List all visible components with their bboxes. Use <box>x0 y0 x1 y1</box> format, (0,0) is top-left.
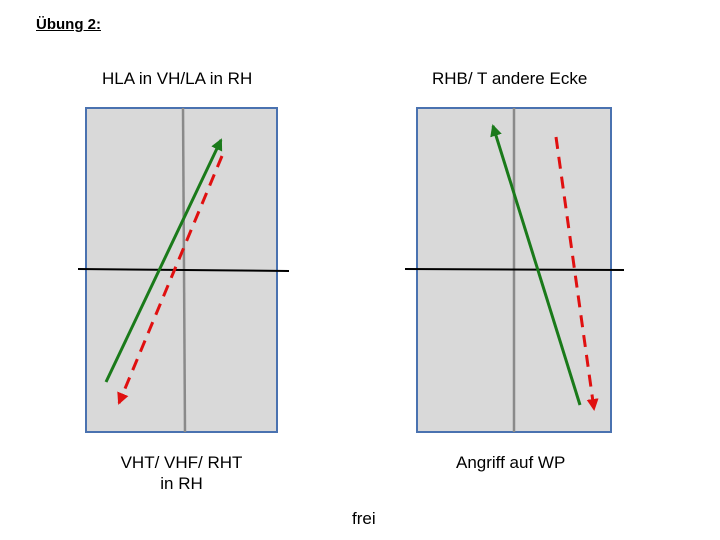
net-line <box>77 268 290 272</box>
diagram-1-heading: HLA in VH/LA in RH <box>102 69 253 88</box>
dashed-arrow <box>554 136 599 411</box>
net-line <box>404 268 625 271</box>
solid-arrow <box>490 124 582 406</box>
diagram-2-caption: Angriff auf WP <box>456 453 566 472</box>
diagram-1-caption-line2: in RH <box>160 474 203 493</box>
diagram-1-caption-line1: VHT/ VHF/ RHT <box>120 453 243 472</box>
diagram-1 <box>77 107 290 433</box>
exercise-title: Übung 2: <box>36 16 101 33</box>
solid-arrow <box>104 138 223 383</box>
footer-label: frei <box>352 509 376 528</box>
dashed-arrow <box>117 155 224 405</box>
diagram-2 <box>404 107 625 433</box>
diagram-2-heading: RHB/ T andere Ecke <box>432 69 588 88</box>
diagram-1-caption: VHT/ VHF/ RHT in RH <box>100 452 263 494</box>
